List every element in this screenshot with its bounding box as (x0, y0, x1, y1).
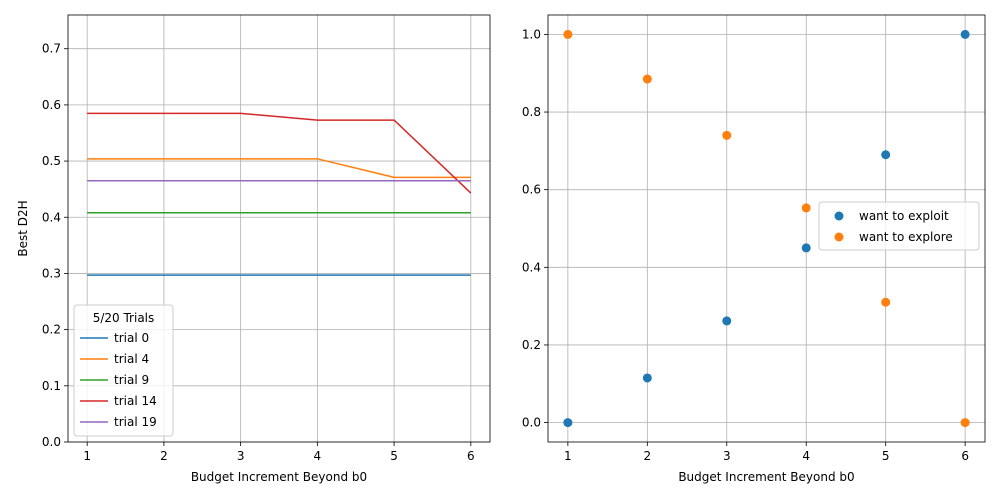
left-chart-ytick-label-0: 0.0 (42, 435, 61, 449)
point-want-to-explore-5 (960, 418, 970, 428)
legend-label-trial-0: trial 0 (114, 331, 149, 345)
legend-label-trial-9: trial 9 (114, 373, 149, 387)
point-want-to-exploit-0 (563, 418, 573, 428)
left-chart-xtick-label-5: 6 (467, 449, 475, 463)
point-want-to-explore-4 (881, 297, 891, 307)
point-want-to-exploit-2 (722, 316, 732, 326)
right-chart-legend-box (818, 201, 980, 251)
right-chart-frame (547, 14, 986, 443)
left-chart-legend-title: 5/20 Trials (93, 311, 155, 325)
left-chart-xtick-label-1: 2 (160, 449, 168, 463)
series-line-trial-4 (87, 158, 471, 179)
right-chart-ytick-label-0: 0.0 (522, 416, 541, 430)
left-chart-xtick-label-0: 1 (83, 449, 91, 463)
left-chart-legend-entries: trial 0 trial 4 trial 9 trial 14 trial 19 (80, 331, 157, 429)
left-chart-ytick-label-1: 0.1 (42, 379, 61, 393)
point-want-to-exploit-1 (642, 373, 652, 383)
right-chart-xtick-label-0: 1 (564, 449, 572, 463)
left-chart-xtick-label-3: 4 (314, 449, 322, 463)
point-want-to-explore-1 (642, 74, 652, 84)
legend-label-trial-14: trial 14 (114, 394, 157, 408)
legend-label-want-to-explore: want to explore (859, 230, 953, 244)
point-want-to-explore-2 (722, 130, 732, 140)
right-chart-ytick-label-5: 1.0 (522, 27, 541, 41)
legend-marker-want-to-explore (834, 232, 844, 242)
right-chart-ytick-label-2: 0.4 (522, 260, 541, 274)
left-chart-xtick-label-2: 3 (237, 449, 245, 463)
series-line-trial-14 (87, 112, 472, 194)
right-chart-ytick-label-3: 0.6 (522, 183, 541, 197)
right-chart-xlabel: Budget Increment Beyond b0 (678, 470, 854, 484)
left-chart-xticks: 1 2 3 4 5 6 (83, 442, 475, 463)
right-chart-yticks: 0.0 0.2 0.4 0.6 0.8 1.0 (522, 27, 548, 430)
legend-label-want-to-exploit: want to exploit (859, 209, 949, 223)
right-chart-legend: want to exploit want to explore (818, 201, 980, 251)
legend-label-trial-19: trial 19 (114, 415, 157, 429)
left-chart-ylabel: Best D2H (16, 200, 30, 256)
point-want-to-exploit-4 (881, 150, 891, 160)
legend-marker-want-to-exploit (834, 211, 844, 221)
point-want-to-exploit-5 (960, 29, 970, 39)
left-chart-legend: 5/20 Trials trial 0 trial 4 trial 9 trial 1… (73, 304, 174, 437)
left-chart-ytick-label-6: 0.6 (42, 98, 61, 112)
left-chart-yticks: 0.0 0.1 0.2 0.3 0.4 0.5 0.6 0.7 (42, 42, 68, 449)
right-chart-ytick-label-1: 0.2 (522, 338, 541, 352)
left-chart-ytick-label-2: 0.2 (42, 323, 61, 337)
right-chart-legend-entries: want to exploit want to explore (834, 209, 953, 244)
left-chart-ytick-label-7: 0.7 (42, 42, 61, 56)
point-want-to-explore-3 (801, 203, 811, 213)
right-chart-xtick-label-3: 4 (802, 449, 810, 463)
left-chart-ytick-label-3: 0.3 (42, 266, 61, 280)
legend-label-trial-4: trial 4 (114, 352, 149, 366)
left-chart-lines (87, 112, 472, 276)
left-chart-ytick-label-4: 0.4 (42, 210, 61, 224)
right-chart-xtick-label-2: 3 (723, 449, 731, 463)
right-chart: 1 2 3 4 5 6 0.0 0.2 0.4 0.6 0.8 1.0 Budget Increme… (522, 14, 986, 484)
right-chart-xticks: 1 2 3 4 5 6 (564, 442, 969, 463)
right-chart-points (563, 29, 970, 428)
right-chart-xtick-label-5: 6 (961, 449, 969, 463)
left-chart-ytick-label-5: 0.5 (42, 154, 61, 168)
point-want-to-exploit-3 (801, 243, 811, 253)
left-chart-frame (67, 14, 491, 443)
right-chart-xtick-label-4: 5 (882, 449, 890, 463)
right-chart-grid (548, 15, 985, 442)
right-chart-xtick-label-1: 2 (643, 449, 651, 463)
right-chart-ytick-label-4: 0.8 (522, 105, 541, 119)
left-chart: 1 2 3 4 5 6 0.0 0.1 0.2 0.3 0.4 0.5 0.6 0.7 Budget I… (16, 14, 491, 484)
left-chart-xtick-label-4: 5 (390, 449, 398, 463)
point-want-to-explore-0 (563, 29, 573, 39)
left-chart-xlabel: Budget Increment Beyond b0 (191, 470, 367, 484)
